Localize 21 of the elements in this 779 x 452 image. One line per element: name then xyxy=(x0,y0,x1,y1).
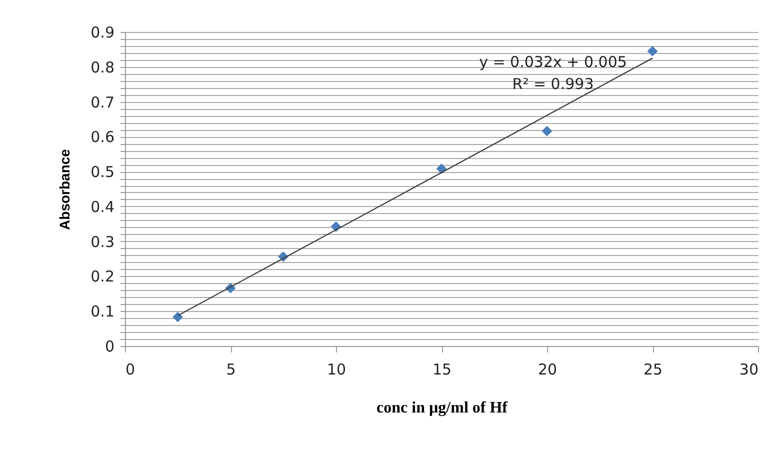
x-tick-label: 15 xyxy=(432,360,452,378)
x-tick-label: 30 xyxy=(739,360,758,378)
y-tick-label: 0 xyxy=(104,338,114,356)
y-tick-label: 0.1 xyxy=(90,302,114,321)
x-axis-title: conc in µg/ml of Hf xyxy=(376,400,508,416)
y-tick-label: 0.6 xyxy=(90,128,114,146)
x-tick-label: 25 xyxy=(643,360,663,378)
annotation: y = 0.032x + 0.005 xyxy=(479,53,627,71)
y-tick-label: 0.9 xyxy=(90,24,114,42)
x-tick-label: 10 xyxy=(326,360,346,378)
x-tick-label: 20 xyxy=(538,360,558,378)
x-tick-label: 0 xyxy=(126,360,136,378)
y-axis-title: Absorbance xyxy=(56,148,73,230)
y-tick-label: 0.8 xyxy=(90,58,114,76)
x-tick-label: 5 xyxy=(226,360,236,378)
y-tick-label: 0.3 xyxy=(90,232,114,251)
annotation: R² = 0.993 xyxy=(512,75,594,93)
y-tick-label: 0.5 xyxy=(90,163,114,182)
y-tick-label: 0.7 xyxy=(90,93,114,112)
y-tick-label: 0.2 xyxy=(90,268,114,286)
y-tick-label: 0.4 xyxy=(90,198,114,216)
